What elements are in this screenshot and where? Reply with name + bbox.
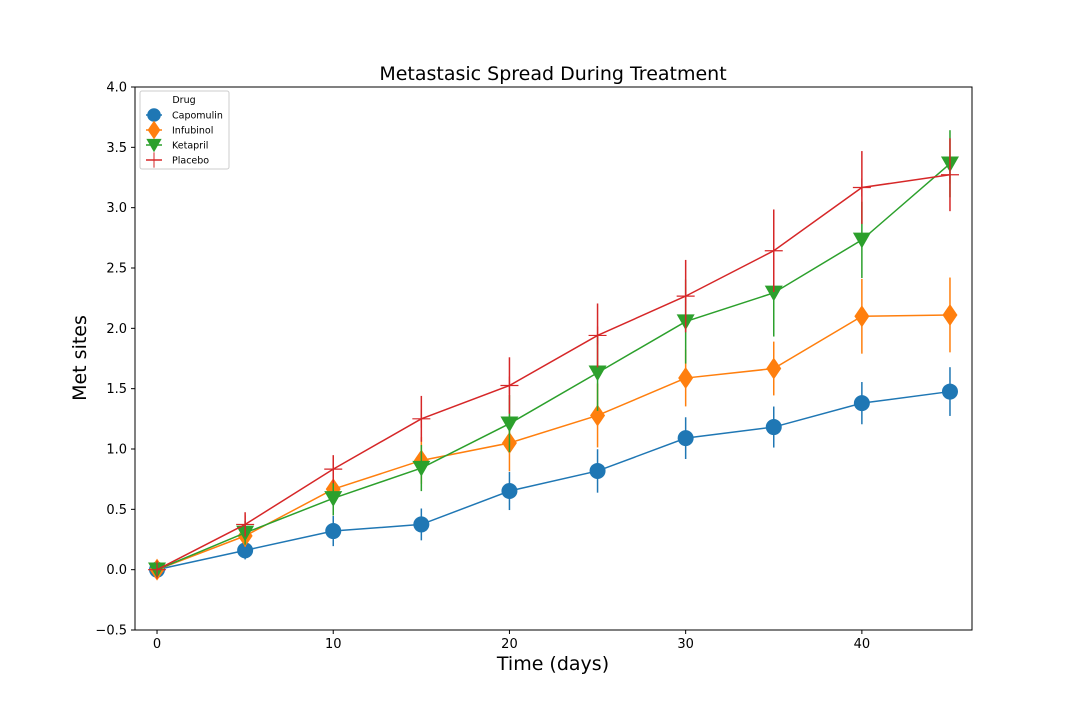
point-placebo-1	[236, 515, 255, 534]
point-infubinol-8	[854, 305, 870, 328]
point-infubinol-6	[678, 367, 694, 390]
legend-marker-ketapril	[146, 138, 162, 153]
point-placebo-2	[324, 460, 343, 479]
legend-marker-placebo	[146, 152, 162, 168]
legend-marker-wrap-infubinol	[147, 120, 161, 140]
point-infubinol-7	[766, 357, 782, 380]
axes: 0 10 20 30 40 −0.5 0.0 0.5 1.0 1.5 2.0 2.5 3.0 3.5 4.0	[95, 81, 973, 652]
x-tick-label-2: 20	[501, 637, 518, 652]
y-axis-title: Met sites	[69, 315, 91, 401]
plot-frame	[134, 86, 973, 631]
point-placebo-0	[148, 560, 167, 579]
point-ketapril-4	[500, 416, 519, 433]
x-tick-label-3: 30	[677, 637, 694, 652]
point-placebo-4	[500, 376, 519, 395]
point-capomulin-6	[677, 430, 694, 447]
point-placebo-9	[940, 165, 959, 184]
legend-marker-capomulin	[147, 108, 161, 122]
point-capomulin-4	[501, 482, 518, 499]
y-tick-label-1: 0.0	[106, 563, 127, 578]
legend-label-infubinol: Infubinol	[172, 126, 213, 137]
series-infubinol	[149, 277, 958, 581]
legend-label-ketapril: Ketapril	[172, 141, 208, 152]
y-tick-label-5: 2.0	[106, 322, 127, 337]
point-capomulin-5	[589, 462, 606, 479]
point-placebo-5	[588, 326, 607, 345]
chart-title: Metastasic Spread During Treatment	[379, 63, 726, 85]
x-tick-label-0: 0	[153, 637, 161, 652]
x-tick-label-4: 40	[854, 637, 871, 652]
legend-label-placebo: Placebo	[172, 156, 209, 167]
point-capomulin-7	[765, 419, 782, 436]
legend-item-infubinol: Infubinol	[146, 120, 213, 140]
point-placebo-3	[412, 409, 431, 428]
point-ketapril-5	[588, 365, 607, 382]
legend-item-placebo: Placebo	[146, 152, 209, 168]
y-tick-label-3: 1.0	[106, 443, 127, 458]
series-line-capomulin	[156, 390, 951, 571]
point-placebo-6	[676, 287, 695, 306]
legend: Drug Capomulin Infubinol Ketapril Placebo	[139, 90, 230, 170]
point-capomulin-3	[413, 516, 430, 533]
point-infubinol-5	[590, 404, 606, 427]
legend-label-capomulin: Capomulin	[172, 111, 223, 122]
y-tick-label-0: −0.5	[95, 624, 127, 639]
point-placebo-7	[764, 241, 783, 260]
series-line-ketapril	[156, 163, 951, 571]
y-tick-label-8: 3.5	[106, 141, 127, 156]
legend-item-capomulin: Capomulin	[146, 108, 223, 122]
legend-item-ketapril: Ketapril	[146, 138, 208, 153]
point-ketapril-8	[852, 232, 871, 249]
legend-title: Drug	[172, 95, 195, 106]
point-ketapril-7	[764, 285, 783, 302]
x-tick-label-1: 10	[325, 637, 342, 652]
point-capomulin-9	[941, 383, 958, 400]
point-capomulin-8	[853, 395, 870, 412]
legend-marker-wrap-capomulin	[147, 108, 161, 122]
point-ketapril-2	[324, 491, 343, 507]
point-infubinol-9	[942, 303, 958, 326]
y-tick-label-2: 0.5	[106, 503, 127, 518]
plot-area	[148, 130, 959, 581]
point-ketapril-3	[412, 460, 431, 477]
series-line-placebo	[156, 173, 951, 571]
y-tick-label-7: 3.0	[106, 201, 127, 216]
point-capomulin-1	[237, 542, 254, 559]
series-line-infubinol	[156, 314, 950, 571]
legend-box	[139, 90, 230, 170]
series-placebo	[148, 138, 959, 579]
legend-marker-wrap-placebo	[146, 152, 162, 168]
series-ketapril	[148, 130, 959, 579]
y-tick-label-9: 4.0	[106, 81, 127, 96]
x-axis-title: Time (days)	[496, 653, 609, 675]
point-placebo-8	[852, 178, 871, 197]
y-tick-label-4: 1.5	[106, 382, 127, 397]
point-capomulin-2	[325, 523, 342, 540]
y-tick-label-6: 2.5	[106, 262, 127, 277]
legend-marker-infubinol	[147, 120, 161, 140]
legend-marker-wrap-ketapril	[146, 138, 162, 153]
